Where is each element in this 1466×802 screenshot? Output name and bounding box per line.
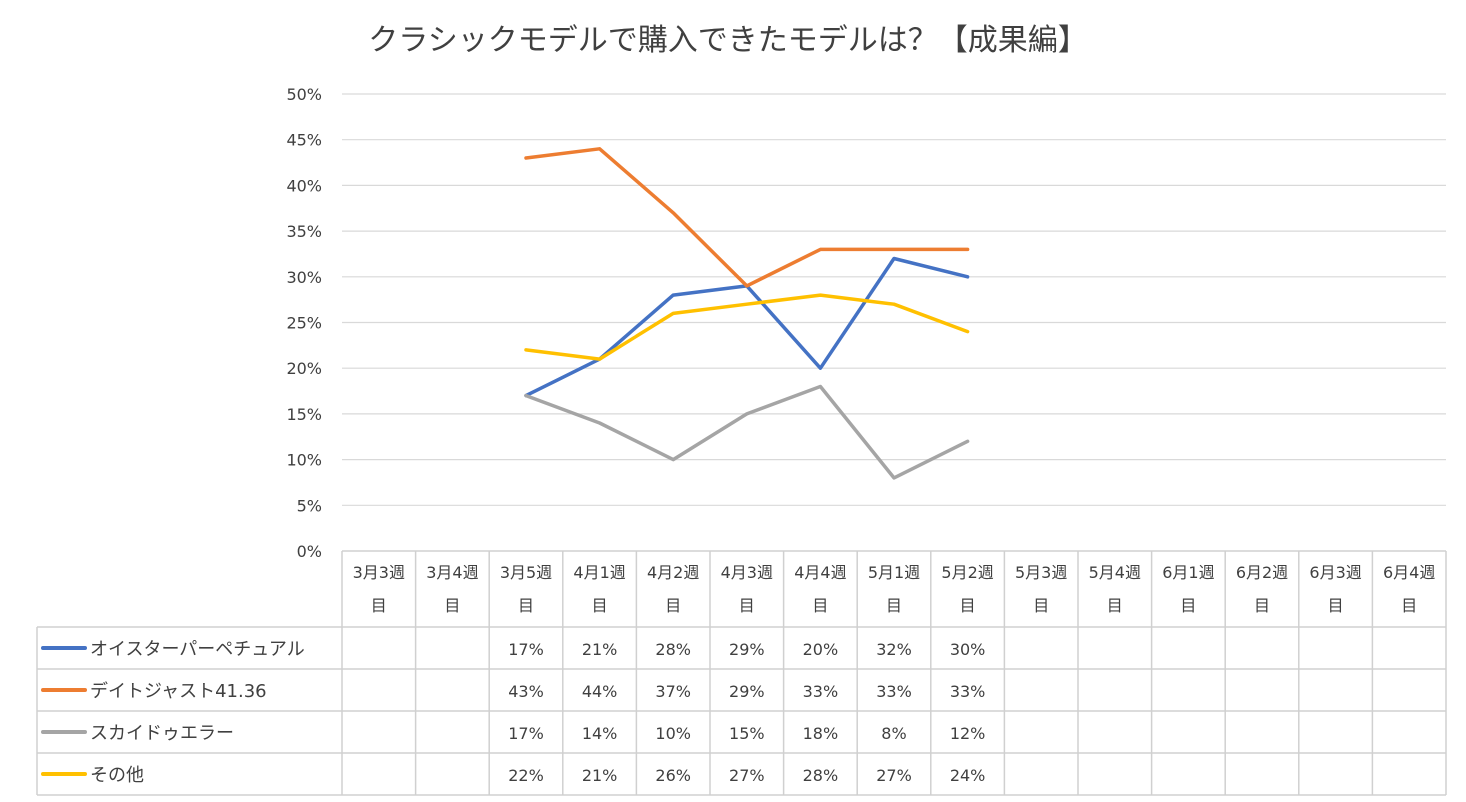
data-cell: 21% <box>582 766 618 785</box>
y-tick-label: 50% <box>286 85 322 104</box>
series-line <box>524 293 970 361</box>
category-label: 5月4週 <box>1089 563 1141 582</box>
y-tick-label: 15% <box>286 405 322 424</box>
category-label-line2: 目 <box>665 596 681 615</box>
category-label-line2: 目 <box>1033 596 1049 615</box>
data-cell: 30% <box>950 640 986 659</box>
data-cell: 29% <box>729 682 765 701</box>
data-cell: 32% <box>876 640 912 659</box>
category-label-line2: 目 <box>1254 596 1270 615</box>
category-label-line2: 目 <box>1401 596 1417 615</box>
category-label: 3月4週 <box>426 563 478 582</box>
category-label-line2: 目 <box>444 596 460 615</box>
data-cell: 18% <box>803 724 839 743</box>
category-label-line2: 目 <box>1107 596 1123 615</box>
data-cell: 20% <box>803 640 839 659</box>
category-label: 4月3週 <box>721 563 773 582</box>
category-label: 4月4週 <box>794 563 846 582</box>
data-cell: 33% <box>876 682 912 701</box>
y-tick-label: 40% <box>286 176 322 195</box>
data-cell: 33% <box>803 682 839 701</box>
chart-title: クラシックモデルで購入できたモデルは？【成果編】 <box>368 23 1087 58</box>
category-label-line2: 目 <box>1328 596 1344 615</box>
y-axis: 0% 5% 10% 15% 20% 25% 30% 35% 40% 45% 50% <box>286 85 322 561</box>
y-tick-label: 35% <box>286 222 322 241</box>
data-cell: 8% <box>881 724 906 743</box>
data-cell: 21% <box>582 640 618 659</box>
series-name: デイトジャスト41.36 <box>90 681 267 702</box>
y-tick-label: 25% <box>286 314 322 333</box>
category-label-line2: 目 <box>1180 596 1196 615</box>
data-cell: 17% <box>508 640 544 659</box>
data-cell: 28% <box>655 640 691 659</box>
category-label: 5月3週 <box>1015 563 1067 582</box>
series-line <box>524 147 970 288</box>
category-label-line2: 目 <box>960 596 976 615</box>
y-tick-label: 10% <box>286 451 322 470</box>
data-cell: 44% <box>582 682 618 701</box>
data-cell: 33% <box>950 682 986 701</box>
gridlines <box>342 93 1446 506</box>
category-label: 6月1週 <box>1162 563 1214 582</box>
series-line <box>524 256 970 398</box>
series-name: オイスターパーペチュアル <box>90 639 305 660</box>
category-label-line2: 目 <box>371 596 387 615</box>
category-label: 6月2週 <box>1236 563 1288 582</box>
data-cell: 43% <box>508 682 544 701</box>
category-label-line2: 目 <box>592 596 608 615</box>
category-label: 5月2週 <box>941 563 993 582</box>
category-label-line2: 目 <box>886 596 902 615</box>
category-label: 6月3週 <box>1309 563 1361 582</box>
data-cell: 14% <box>582 724 618 743</box>
data-cell: 24% <box>950 766 986 785</box>
y-tick-label: 20% <box>286 359 322 378</box>
category-label: 4月1週 <box>573 563 625 582</box>
category-label: 4月2週 <box>647 563 699 582</box>
y-tick-label: 45% <box>286 131 322 150</box>
y-tick-label: 0% <box>297 542 322 561</box>
data-cell: 22% <box>508 766 544 785</box>
series-name: スカイドゥエラー <box>90 723 234 744</box>
category-label: 6月4週 <box>1383 563 1435 582</box>
data-cell: 27% <box>729 766 765 785</box>
series-name: その他 <box>90 765 144 786</box>
category-label: 3月3週 <box>353 563 405 582</box>
data-cell: 28% <box>803 766 839 785</box>
data-cell: 15% <box>729 724 765 743</box>
category-label: 3月5週 <box>500 563 552 582</box>
data-cell: 27% <box>876 766 912 785</box>
y-tick-label: 5% <box>297 496 322 515</box>
category-label-line2: 目 <box>812 596 828 615</box>
data-cell: 29% <box>729 640 765 659</box>
data-cell: 10% <box>655 724 691 743</box>
data-cell: 37% <box>655 682 691 701</box>
category-label-line2: 目 <box>739 596 755 615</box>
category-label: 5月1週 <box>868 563 920 582</box>
data-cell: 26% <box>655 766 691 785</box>
y-tick-label: 30% <box>286 268 322 287</box>
series-line <box>524 384 970 480</box>
data-cell: 17% <box>508 724 544 743</box>
series-lines <box>524 147 970 480</box>
category-label-line2: 目 <box>518 596 534 615</box>
data-cell: 12% <box>950 724 986 743</box>
